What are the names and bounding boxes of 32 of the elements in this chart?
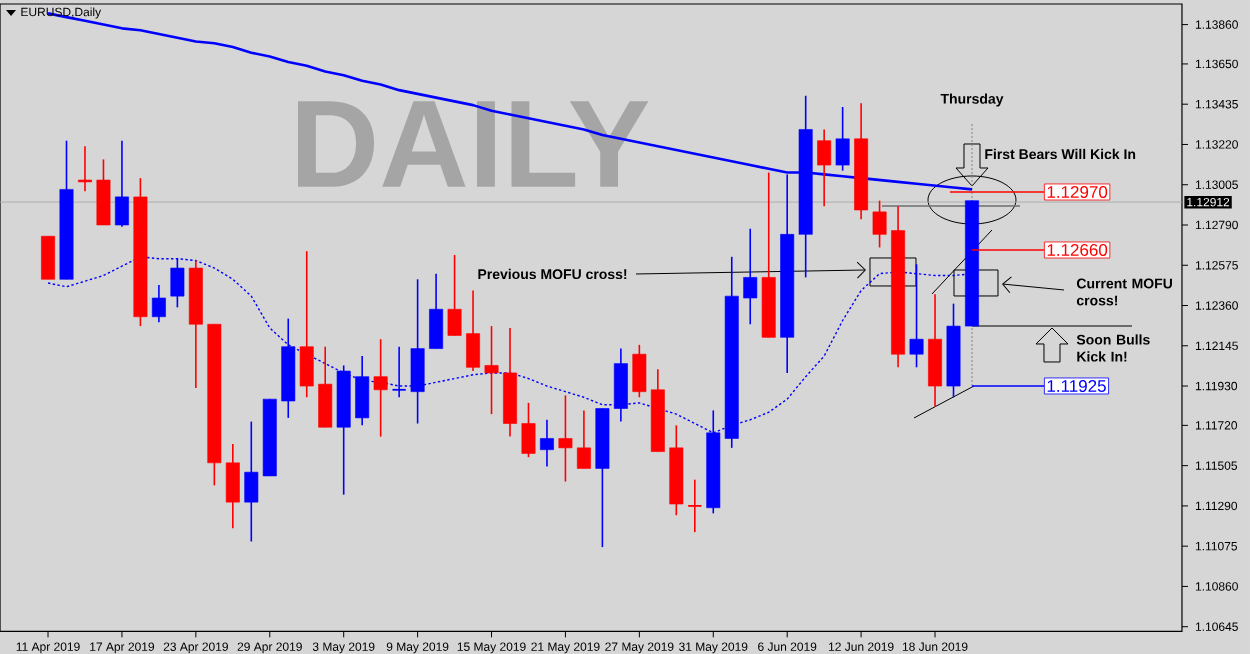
candlestick <box>466 289 480 372</box>
candlestick <box>429 272 444 350</box>
candlestick <box>225 443 240 530</box>
candlestick <box>151 284 166 324</box>
text: 1.12660 <box>1047 243 1108 256</box>
candlestick <box>299 250 314 399</box>
candlestick <box>318 345 333 429</box>
candlestick <box>447 254 462 337</box>
candlestick <box>909 263 924 369</box>
candlestick <box>632 344 647 399</box>
candlestick <box>817 128 832 208</box>
text: 1.11925 <box>1047 379 1106 392</box>
candlestick <box>521 402 536 459</box>
text: 1.12970 <box>1047 185 1108 198</box>
candlestick <box>391 345 407 399</box>
candlestick <box>540 418 554 468</box>
candlestick <box>576 409 591 470</box>
candlestick <box>373 338 388 438</box>
candlestick <box>687 478 703 533</box>
candlestick <box>835 106 850 172</box>
candlestick <box>355 355 370 427</box>
candlestick <box>613 347 628 423</box>
candlestick <box>96 158 111 226</box>
candlestick <box>41 235 55 281</box>
candlestick <box>78 145 92 193</box>
candlestick <box>114 139 129 228</box>
candlestick <box>410 278 425 425</box>
candlestick <box>743 227 758 326</box>
candlestick <box>872 199 887 249</box>
candlestick <box>484 325 499 415</box>
candlestick <box>928 293 942 408</box>
candlestick <box>558 394 573 483</box>
